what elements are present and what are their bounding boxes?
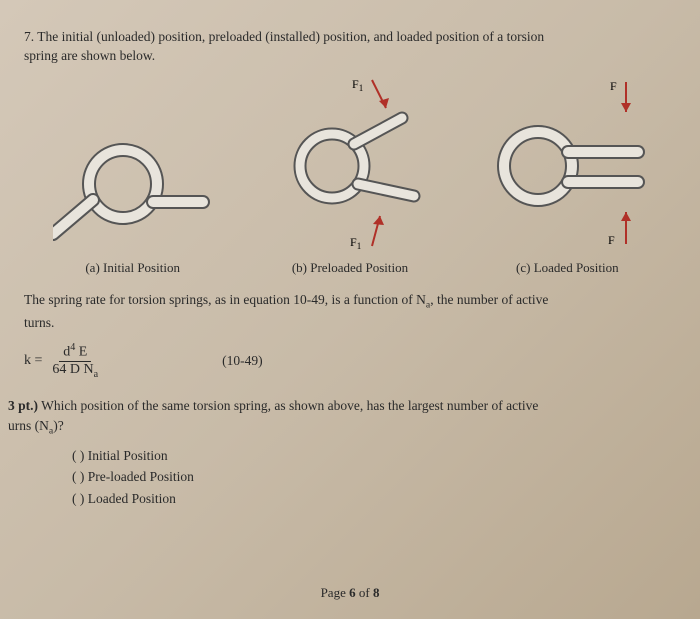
part-text-b: urns (N bbox=[8, 418, 49, 433]
force-label-top-c: F bbox=[610, 79, 617, 93]
question-prompt-line2: spring are shown below. bbox=[24, 48, 155, 63]
body-line1b: , the number of active bbox=[430, 292, 548, 307]
force-label-top: F1 bbox=[352, 77, 363, 93]
caption-b: (b) Preloaded Position bbox=[250, 260, 450, 276]
figure-captions: (a) Initial Position (b) Preloaded Posit… bbox=[24, 260, 676, 276]
question-header: 7. The initial (unloaded) position, prel… bbox=[24, 28, 676, 66]
option-preloaded[interactable]: ( ) Pre-loaded Position bbox=[72, 466, 676, 488]
footer-total: 8 bbox=[373, 585, 380, 600]
footer-a: Page bbox=[321, 585, 350, 600]
question-number: 7. bbox=[24, 29, 34, 44]
figure-row: F1 F1 bbox=[24, 74, 676, 254]
spring-initial-svg bbox=[53, 84, 213, 254]
force-label-bottom: F1 bbox=[350, 235, 361, 251]
spring-preloaded-svg: F1 F1 bbox=[260, 74, 440, 254]
caption-c: (c) Loaded Position bbox=[467, 260, 667, 276]
eq-lhs: k = bbox=[24, 353, 42, 369]
eq-den-sub: a bbox=[94, 369, 98, 380]
equation-number: (10-49) bbox=[222, 353, 263, 369]
answer-options: ( ) Initial Position ( ) Pre-loaded Posi… bbox=[72, 445, 676, 510]
equation-row: k = d4 E 64 D Na (10-49) bbox=[24, 342, 676, 380]
eq-fraction: d4 E 64 D Na bbox=[48, 342, 102, 380]
part-text-c: )? bbox=[53, 418, 64, 433]
part-text-a: Which position of the same torsion sprin… bbox=[38, 398, 538, 413]
exam-page: 7. The initial (unloaded) position, prel… bbox=[0, 0, 700, 619]
eq-num-e: E bbox=[75, 345, 87, 360]
eq-den: 64 D N bbox=[52, 362, 93, 377]
option-initial[interactable]: ( ) Initial Position bbox=[72, 445, 676, 467]
figure-a bbox=[33, 84, 233, 254]
equation: k = d4 E 64 D Na bbox=[24, 342, 102, 380]
force-label-bottom-c: F bbox=[608, 233, 615, 247]
body-line2: turns. bbox=[24, 315, 54, 330]
caption-a: (a) Initial Position bbox=[33, 260, 233, 276]
figure-b: F1 F1 bbox=[250, 74, 450, 254]
option-loaded[interactable]: ( ) Loaded Position bbox=[72, 488, 676, 510]
body-paragraph: The spring rate for torsion springs, as … bbox=[24, 290, 676, 332]
question-prompt-line1: The initial (unloaded) position, preload… bbox=[37, 29, 544, 44]
points-label: 3 pt.) bbox=[8, 398, 38, 413]
body-line1a: The spring rate for torsion springs, as … bbox=[24, 292, 426, 307]
spring-loaded-svg: F F bbox=[472, 74, 662, 254]
page-footer: Page 6 of 8 bbox=[0, 585, 700, 601]
figure-c: F F bbox=[467, 74, 667, 254]
question-part: 3 pt.) Which position of the same torsio… bbox=[8, 396, 676, 438]
footer-b: of bbox=[356, 585, 373, 600]
